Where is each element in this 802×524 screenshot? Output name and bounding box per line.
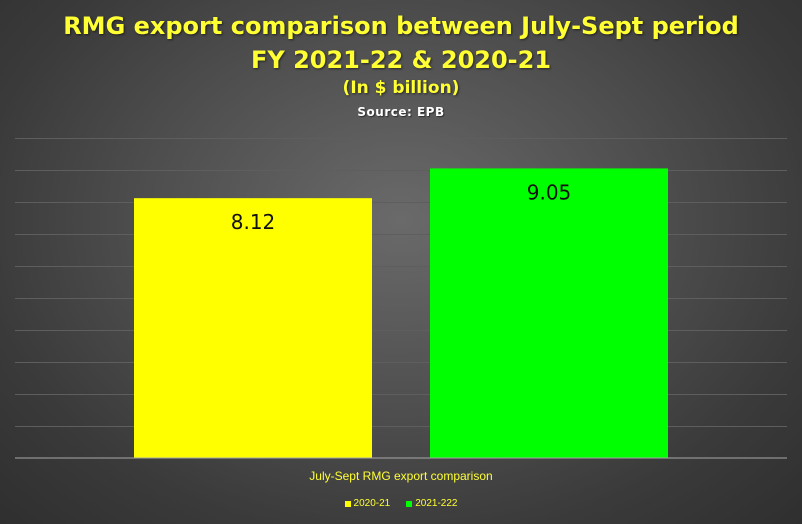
legend-label-2020-21: 2020-21 <box>353 498 391 509</box>
legend-swatch-2021-22 <box>406 500 413 507</box>
data-label-2020-21: 8.12 <box>231 210 276 234</box>
chart-source: Source: EPB <box>357 105 445 119</box>
legend-item-2021-22: 2021-222 <box>406 498 457 509</box>
legend-item-2020-21: 2020-21 <box>344 498 391 509</box>
x-category-label: July-Sept RMG export comparison <box>309 469 492 483</box>
bar-2020-21 <box>134 198 372 458</box>
chart-title-line-1: RMG export comparison between July-Sept … <box>63 12 739 40</box>
bars: 8.12 9.05 <box>134 168 668 458</box>
chart-title-line-2: FY 2021-22 & 2020-21 <box>250 46 552 74</box>
chart-subtitle: (In $ billion) <box>342 78 460 98</box>
legend-label-2021-22: 2021-222 <box>415 498 458 509</box>
legend-swatch-2020-21 <box>344 500 351 507</box>
bar-2021-222 <box>430 168 668 458</box>
legend: 2020-21 2021-222 <box>0 498 802 509</box>
gridlines <box>15 138 787 427</box>
data-label-2021-222: 9.05 <box>527 180 572 204</box>
